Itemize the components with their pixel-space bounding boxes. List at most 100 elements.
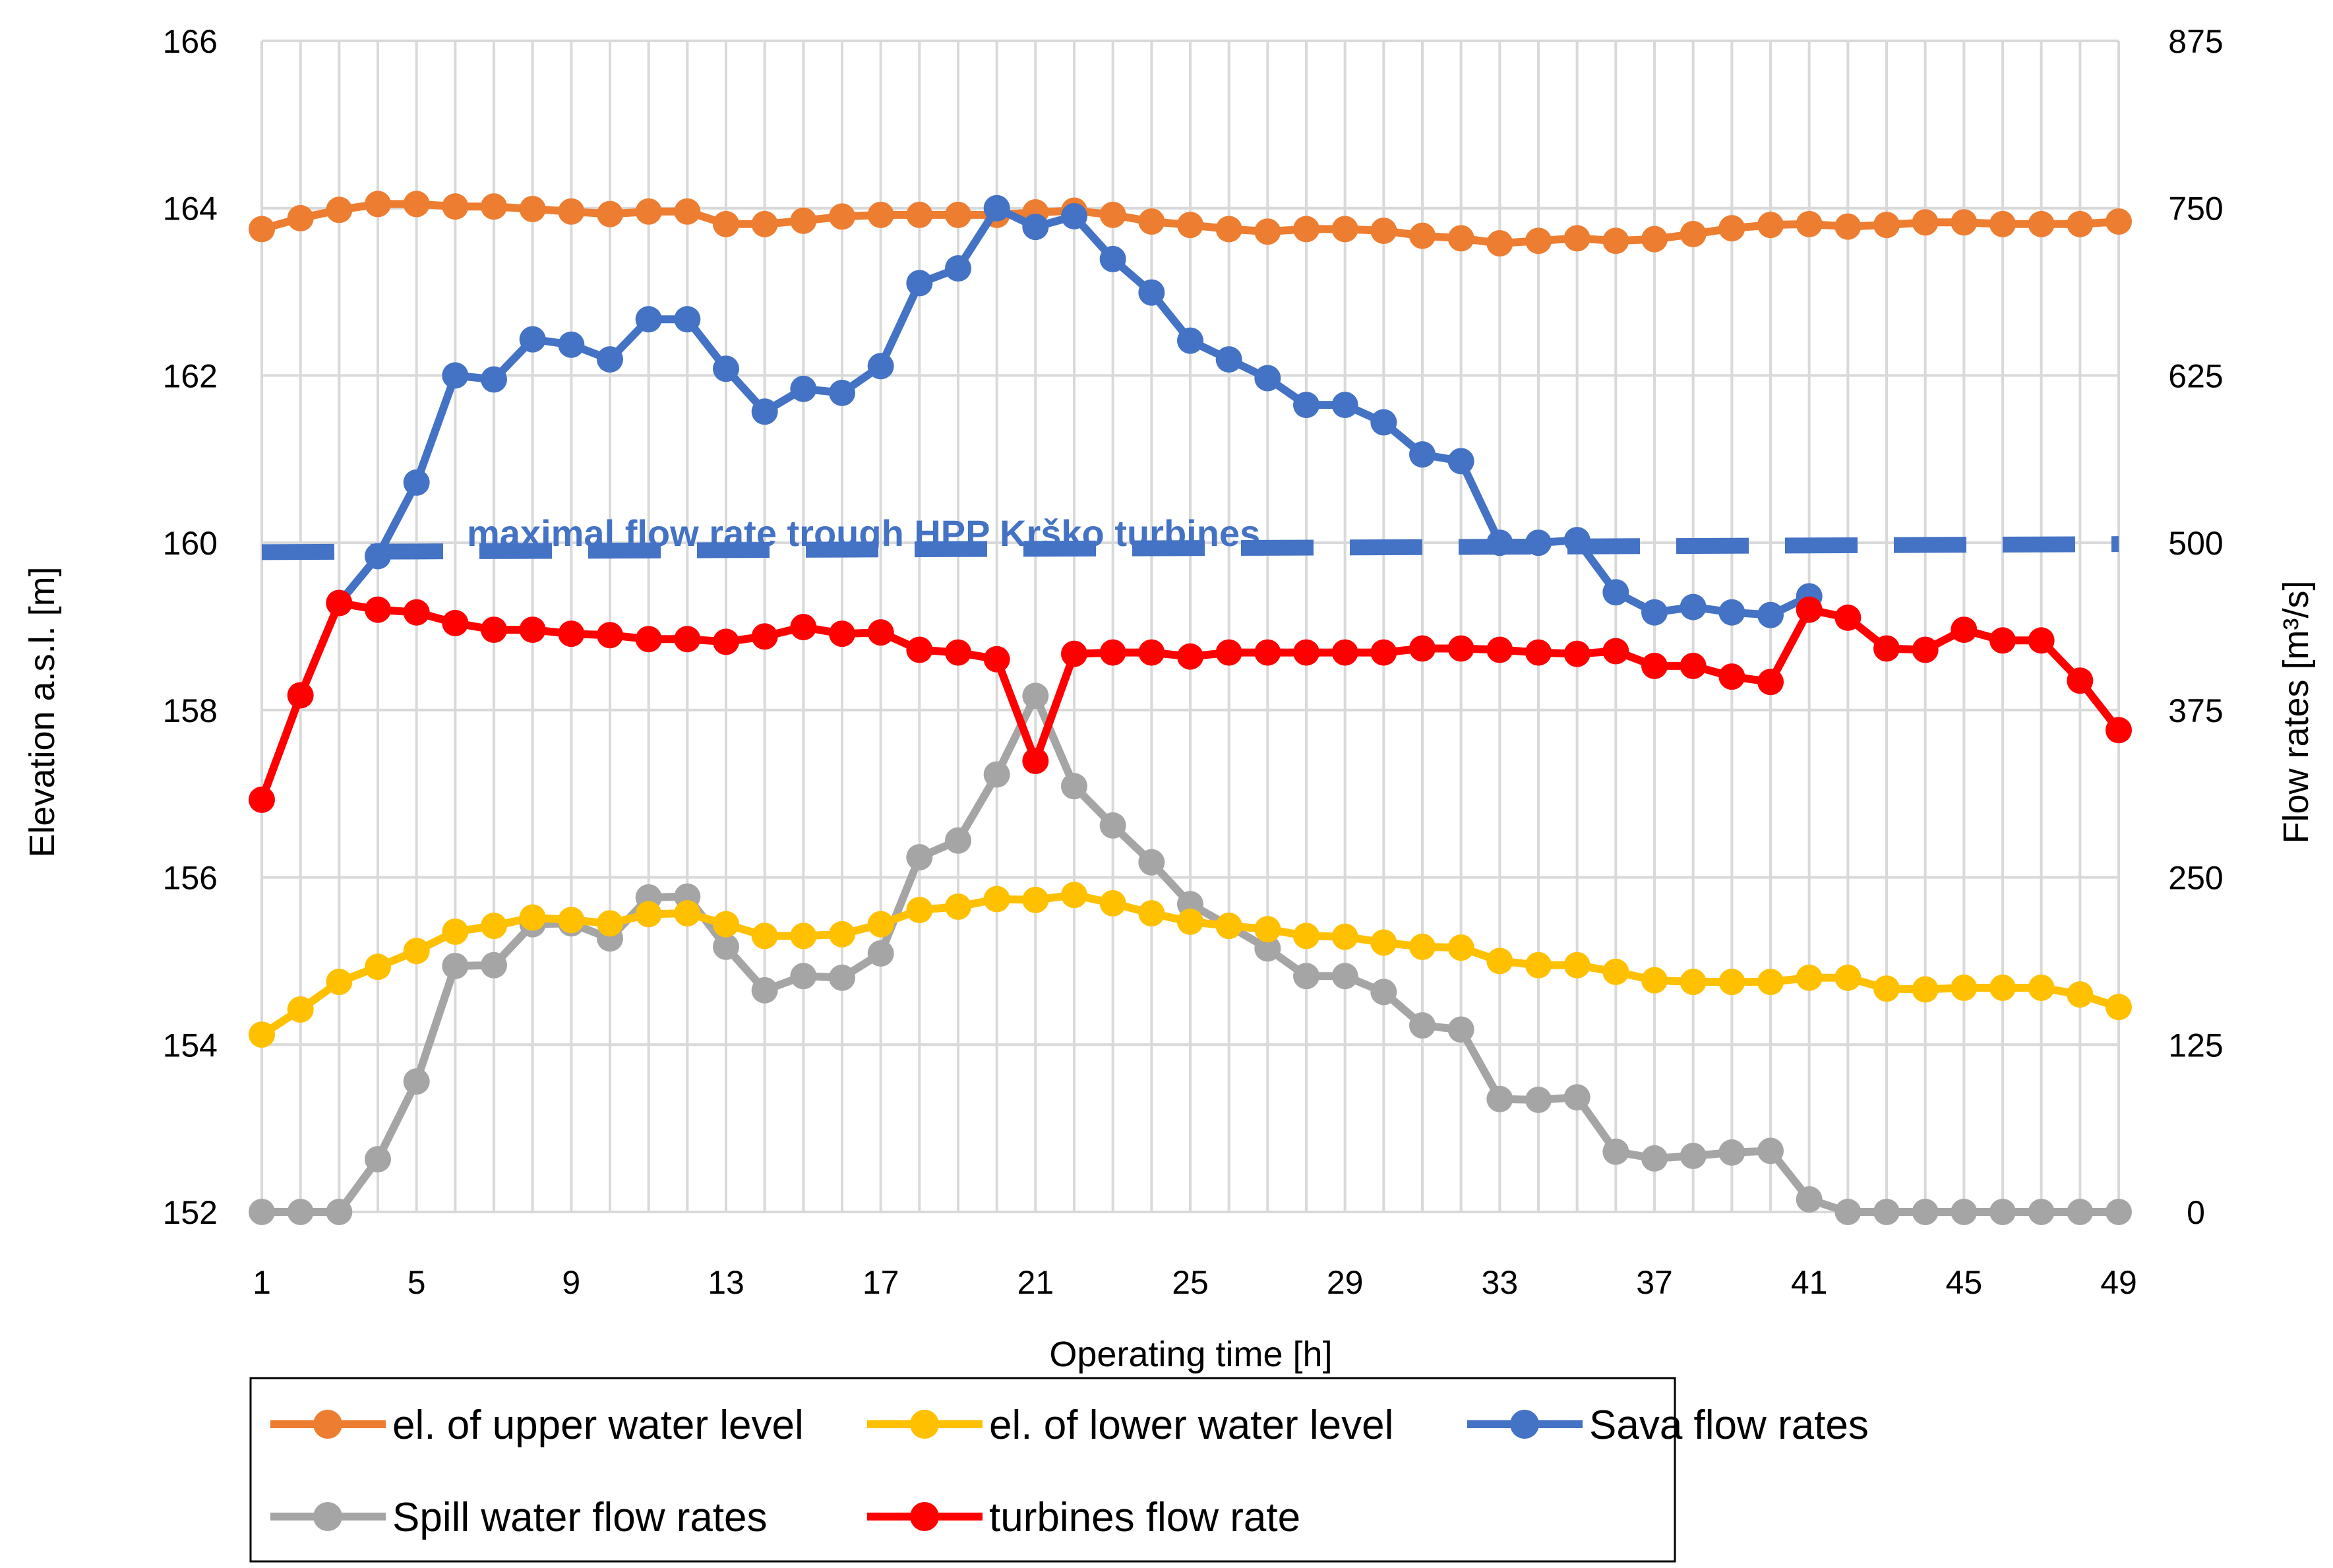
data-point-el-of-upper-water-level	[635, 198, 662, 225]
data-point-sava-flow-rates	[1215, 346, 1242, 373]
data-point-spill-water-flow-rates	[1022, 682, 1049, 709]
legend-label-spill: Spill water flow rates	[392, 1495, 768, 1540]
data-point-el-of-upper-water-level	[1602, 227, 1629, 255]
data-point-sava-flow-rates	[983, 195, 1010, 222]
data-point-el-of-upper-water-level	[713, 210, 739, 237]
data-point-sava-flow-rates	[945, 255, 971, 282]
data-point-sava-flow-rates	[403, 469, 430, 496]
data-point-el-of-upper-water-level	[1215, 216, 1242, 243]
data-point-turbines-flow-rate	[1254, 639, 1281, 666]
data-point-sava-flow-rates	[1757, 601, 1784, 628]
data-point-el-of-upper-water-level	[1757, 212, 1784, 239]
x-tick-label: 49	[2100, 1264, 2137, 1301]
data-point-el-of-upper-water-level	[2106, 208, 2132, 235]
data-point-spill-water-flow-rates	[365, 1146, 391, 1173]
data-point-el-of-lower-water-level	[983, 886, 1010, 913]
data-point-el-of-lower-water-level	[1951, 975, 1978, 1002]
data-point-sava-flow-rates	[1022, 214, 1049, 241]
data-point-el-of-upper-water-level	[906, 201, 933, 228]
data-point-spill-water-flow-rates	[1293, 963, 1319, 990]
data-point-spill-water-flow-rates	[1602, 1138, 1629, 1165]
data-point-el-of-upper-water-level	[1525, 227, 1552, 255]
data-point-spill-water-flow-rates	[1757, 1137, 1784, 1164]
data-point-spill-water-flow-rates	[1718, 1139, 1745, 1166]
data-point-turbines-flow-rate	[326, 589, 353, 617]
data-point-el-of-lower-water-level	[442, 919, 469, 946]
data-point-el-of-upper-water-level	[2028, 210, 2055, 237]
data-point-el-of-upper-water-level	[442, 193, 469, 220]
data-point-spill-water-flow-rates	[2106, 1199, 2132, 1225]
data-point-spill-water-flow-rates	[1486, 1085, 1513, 1112]
data-point-el-of-lower-water-level	[519, 904, 546, 931]
x-tick-label: 13	[708, 1264, 744, 1301]
data-point-spill-water-flow-rates	[713, 933, 739, 960]
series-el-of-upper-water-level	[249, 191, 2132, 256]
data-point-el-of-lower-water-level	[713, 911, 739, 938]
data-point-sava-flow-rates	[1563, 527, 1591, 554]
data-point-spill-water-flow-rates	[1873, 1199, 1900, 1225]
data-point-el-of-upper-water-level	[597, 200, 623, 227]
data-point-el-of-lower-water-level	[1099, 890, 1126, 917]
x-axis-title: Operating time [h]	[1049, 1335, 1332, 1374]
data-point-spill-water-flow-rates	[326, 1199, 353, 1225]
data-point-el-of-lower-water-level	[1989, 975, 2016, 1002]
data-point-sava-flow-rates	[1331, 392, 1358, 419]
data-point-el-of-upper-water-level	[1563, 225, 1591, 252]
data-point-turbines-flow-rate	[1563, 640, 1591, 667]
data-point-el-of-lower-water-level	[287, 996, 314, 1023]
y-right-tick-label: 0	[2187, 1194, 2205, 1231]
legend-label-turbines: turbines flow rate	[989, 1495, 1300, 1540]
data-point-spill-water-flow-rates	[1331, 963, 1358, 990]
data-point-sava-flow-rates	[1602, 579, 1629, 606]
series-sava-flow-rates	[326, 195, 1823, 628]
data-point-sava-flow-rates	[519, 326, 546, 353]
legend-marker-sava	[1510, 1410, 1539, 1439]
legend-item-sava-flow: Sava flow rates	[1467, 1402, 1869, 1448]
y-left-tick-label: 162	[163, 357, 218, 394]
data-point-turbines-flow-rate	[1757, 669, 1784, 696]
data-point-el-of-lower-water-level	[1680, 969, 1707, 996]
data-point-spill-water-flow-rates	[945, 827, 971, 854]
data-point-sava-flow-rates	[1680, 593, 1707, 620]
data-point-sava-flow-rates	[1486, 529, 1513, 557]
data-point-el-of-upper-water-level	[1138, 208, 1165, 235]
data-point-el-of-lower-water-level	[1022, 886, 1049, 913]
data-point-turbines-flow-rate	[1525, 639, 1552, 666]
data-point-turbines-flow-rate	[1718, 663, 1745, 690]
data-point-sava-flow-rates	[1409, 441, 1436, 468]
legend-label-lower: el. of lower water level	[989, 1402, 1393, 1448]
y-left-tick-label: 152	[163, 1194, 218, 1231]
data-point-sava-flow-rates	[365, 543, 391, 570]
data-point-el-of-lower-water-level	[1331, 923, 1358, 950]
data-point-spill-water-flow-rates	[1409, 1012, 1436, 1039]
y-right-tick-label: 750	[2168, 191, 2223, 227]
data-point-el-of-lower-water-level	[1215, 913, 1242, 940]
data-point-spill-water-flow-rates	[403, 1068, 430, 1095]
data-point-el-of-upper-water-level	[1254, 218, 1281, 245]
data-point-sava-flow-rates	[481, 366, 507, 393]
legend-label-upper: el. of upper water level	[392, 1402, 804, 1448]
data-point-turbines-flow-rate	[1215, 639, 1242, 666]
data-point-spill-water-flow-rates	[1834, 1199, 1862, 1225]
data-point-turbines-flow-rate	[945, 639, 971, 666]
data-point-turbines-flow-rate	[403, 599, 430, 626]
data-point-el-of-lower-water-level	[1718, 969, 1745, 996]
data-point-spill-water-flow-rates	[1525, 1087, 1552, 1114]
data-point-el-of-upper-water-level	[790, 207, 817, 234]
data-point-el-of-lower-water-level	[558, 907, 585, 934]
data-point-sava-flow-rates	[1293, 392, 1319, 419]
data-point-el-of-lower-water-level	[2106, 994, 2132, 1021]
data-point-spill-water-flow-rates	[867, 940, 894, 967]
data-point-el-of-lower-water-level	[751, 922, 778, 950]
data-point-el-of-lower-water-level	[1796, 964, 1823, 991]
data-point-turbines-flow-rate	[1602, 638, 1629, 665]
data-point-sava-flow-rates	[906, 270, 933, 297]
y-left-tick-label: 160	[163, 525, 218, 562]
data-point-el-of-upper-water-level	[1293, 216, 1319, 243]
data-point-turbines-flow-rate	[1834, 604, 1862, 631]
data-point-el-of-lower-water-level	[1409, 933, 1436, 960]
data-point-turbines-flow-rate	[442, 609, 469, 636]
data-point-el-of-upper-water-level	[1680, 221, 1707, 248]
x-tick-label: 41	[1791, 1264, 1828, 1301]
